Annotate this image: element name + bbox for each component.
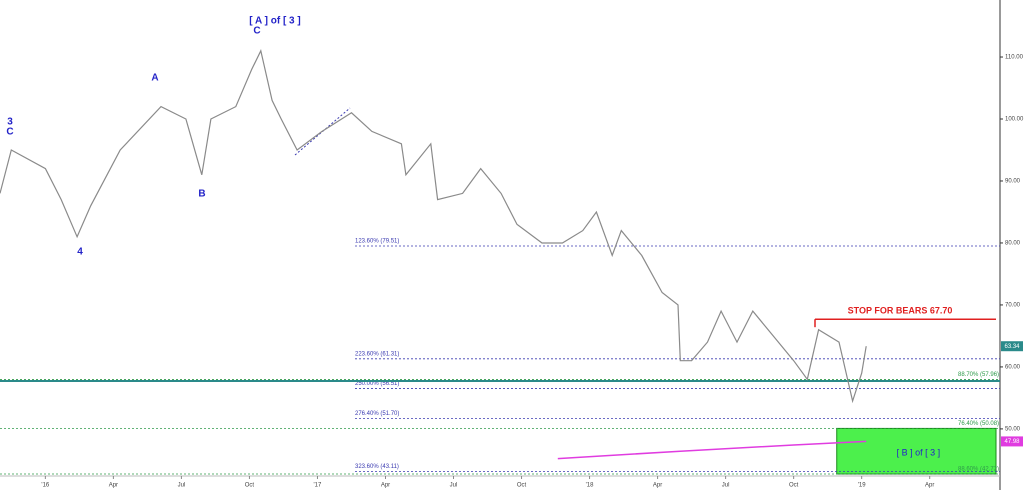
wave-label: [ A ] of [ 3 ]: [249, 16, 300, 27]
y-tick-label: 100.00: [1005, 117, 1024, 123]
x-tick-label: '17: [314, 483, 322, 489]
y-tick-label: 70.00: [1005, 303, 1021, 309]
wave-label: C: [6, 127, 13, 138]
x-tick-label: Jul: [722, 483, 730, 489]
wave-label: C: [253, 26, 260, 37]
level-label: 323.60% (43.11): [355, 464, 399, 470]
level-label: 88.60% (42.72): [958, 467, 999, 473]
x-tick-label: Oct: [245, 483, 255, 489]
wave-label: 4: [77, 247, 83, 258]
price-tag: [1001, 341, 1023, 352]
x-tick-label: Oct: [789, 483, 799, 489]
zone-label: [ B ] of [ 3 ]: [897, 448, 941, 458]
y-tick-label: 90.00: [1005, 179, 1021, 185]
x-tick-label: Apr: [109, 483, 118, 489]
x-tick-label: '19: [858, 483, 866, 489]
wave-label: A: [151, 73, 158, 84]
level-label: 123.60% (79.51): [355, 239, 399, 245]
target-zone: [836, 427, 997, 475]
x-tick-label: Jul: [450, 483, 458, 489]
y-tick-label: 110.00: [1005, 55, 1024, 61]
x-tick-label: Apr: [925, 483, 934, 489]
wave-label: B: [198, 189, 205, 200]
price-line: [0, 49, 867, 404]
x-tick-label: Apr: [381, 483, 390, 489]
y-tick-label: 50.00: [1005, 426, 1021, 432]
x-tick-label: Jul: [178, 483, 186, 489]
wave-label: 3: [7, 117, 13, 128]
level-label: 276.40% (51.70): [355, 411, 399, 417]
stop-label: STOP FOR BEARS 67.70: [848, 306, 953, 316]
x-tick-label: Apr: [653, 483, 662, 489]
level-label: 88.70% (57.96): [958, 372, 999, 378]
x-tick-label: '18: [586, 483, 594, 489]
y-tick-label: 80.00: [1005, 241, 1021, 247]
level-label: 250.00% (56.51): [355, 381, 399, 387]
price-tag-label: 63.34: [1004, 344, 1020, 350]
price-line: [557, 440, 867, 460]
y-tick-label: 60.00: [1005, 364, 1021, 370]
x-tick-label: Oct: [517, 483, 527, 489]
level-label: 223.60% (61.31): [355, 351, 399, 357]
price-tag: [1001, 436, 1023, 447]
x-tick-label: '16: [41, 483, 49, 489]
level-label: 76.40% (50.08): [958, 421, 999, 427]
price-tag-label: 47.98: [1004, 439, 1020, 445]
